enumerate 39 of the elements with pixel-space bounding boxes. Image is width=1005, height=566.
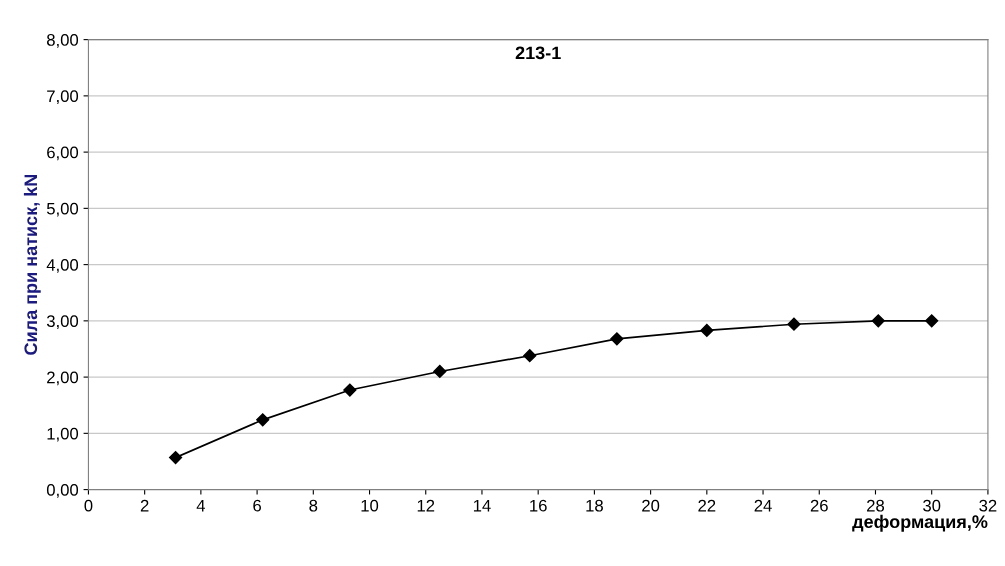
- x-tick-label: 12: [417, 499, 435, 512]
- point: [343, 383, 357, 397]
- point: [871, 314, 885, 328]
- y-tick-label: 5,00: [46, 202, 79, 217]
- x-tick-label: 2: [140, 499, 149, 512]
- x-tick-label: 22: [698, 499, 716, 512]
- y-tick-label: 4,00: [46, 259, 79, 273]
- point: [610, 332, 624, 346]
- point: [523, 349, 537, 363]
- y-tick-label: 0,00: [46, 483, 79, 498]
- x-tick-label: 0: [84, 499, 93, 512]
- point: [256, 413, 270, 427]
- x-tick-label: 24: [754, 499, 772, 512]
- y-tick-label: 7,00: [47, 90, 79, 105]
- point: [787, 317, 801, 331]
- x-tick-label: 18: [586, 499, 603, 512]
- x-tick-label: 32: [979, 499, 997, 512]
- y-tick-label: 6,00: [47, 146, 79, 161]
- point: [700, 323, 714, 338]
- y-tick-label: 8,00: [47, 34, 79, 48]
- point: [168, 450, 183, 465]
- x-tick-label: 6: [253, 499, 261, 512]
- x-tick-label: 20: [642, 499, 660, 512]
- x-tick-label: 28: [867, 499, 885, 512]
- y-axis-title: Сила при натиск, kN: [23, 174, 41, 355]
- x-tick-label: 26: [810, 499, 828, 512]
- point: [925, 314, 939, 328]
- x-tick-label: 14: [473, 499, 491, 512]
- x-tick-label: 10: [361, 499, 379, 512]
- chart-title: 213-1: [515, 46, 561, 60]
- y-tick-label: 1,00: [47, 427, 79, 442]
- x-tick-label: 16: [530, 499, 547, 512]
- x-tick-label: 8: [309, 499, 318, 512]
- x-tick-label: 4: [196, 499, 206, 512]
- point: [433, 364, 447, 379]
- y-tick-label: 3,00: [46, 315, 79, 330]
- x-axis-title: деформация,%: [852, 514, 988, 532]
- x-tick-label: 30: [923, 499, 941, 512]
- y-tick-label: 2,00: [47, 371, 79, 386]
